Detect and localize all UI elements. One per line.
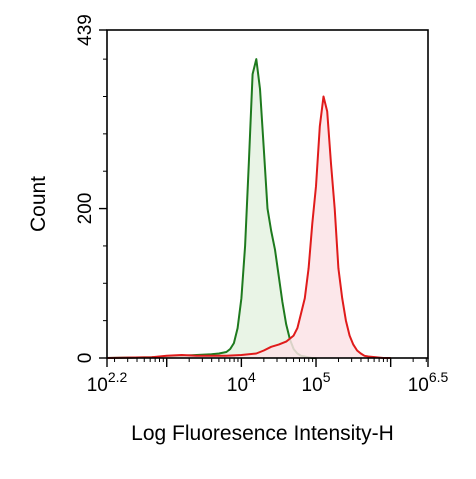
series-2-line (106, 95, 391, 359)
x-tick-label: 106.5 (408, 369, 449, 396)
y-tick-label: 200 (75, 193, 96, 225)
series-1-area (107, 59, 316, 358)
x-axis-title: Log Fluoresence Intensity-H (131, 422, 394, 445)
series-2-area (107, 96, 391, 358)
x-tick-label: 104 (227, 369, 256, 396)
series-1-line (106, 58, 316, 359)
x-tick-label: 102.2 (87, 369, 128, 396)
labels-layer: 0 200 439 102.2 104 105 106.5 (75, 14, 449, 396)
y-tick-label: 439 (75, 14, 96, 46)
x-tick-label: 105 (302, 369, 331, 396)
plot-frame (106, 29, 429, 359)
y-axis-title: Count (27, 176, 50, 232)
series-layer (106, 58, 391, 359)
y-tick-label: 0 (75, 353, 96, 364)
